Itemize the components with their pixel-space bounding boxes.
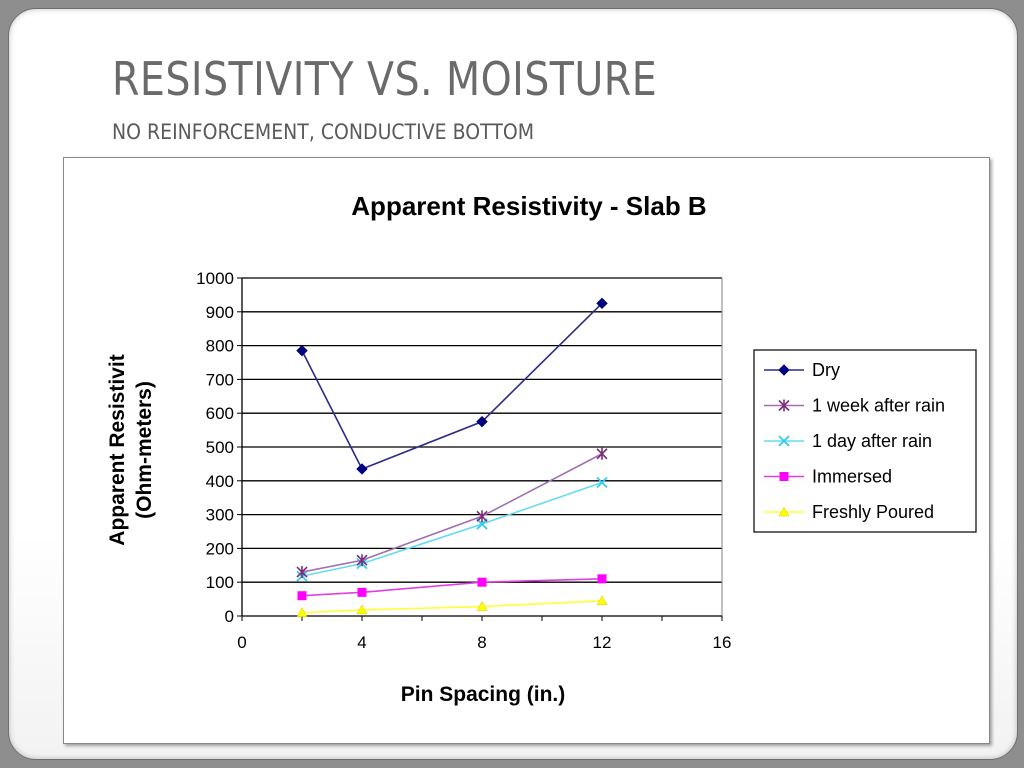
x-tick-label-16: 16 xyxy=(713,633,732,652)
x-axis-label: Pin Spacing (in.) xyxy=(401,683,566,706)
point-4-2 xyxy=(476,601,488,611)
series-line-1 xyxy=(301,453,603,573)
point-4-1 xyxy=(356,604,368,615)
chart-axes xyxy=(237,277,723,621)
x-tick-labels: 0 4 8 12 16 xyxy=(237,633,731,652)
y-tick-label-500: 500 xyxy=(206,438,234,457)
x-tick-label-0: 0 xyxy=(237,633,246,652)
point-0-1 xyxy=(356,463,368,475)
y-tick-labels: 0 100 200 300 400 500 600 700 800 900 1000 xyxy=(196,269,234,626)
y-tick-label-1000: 1000 xyxy=(196,269,234,288)
legend-marker-3 xyxy=(779,472,789,481)
y-tick-label-100: 100 xyxy=(206,573,234,592)
y-tick-label-600: 600 xyxy=(206,404,234,423)
series-1 xyxy=(296,447,608,579)
chart-title: Apparent Resistivity - Slab B xyxy=(351,191,706,221)
point-2-3 xyxy=(596,476,608,489)
series-2 xyxy=(296,476,608,582)
point-0-0 xyxy=(296,344,308,357)
series-0 xyxy=(296,297,608,475)
point-3-0 xyxy=(297,591,307,601)
legend-marker-4 xyxy=(778,506,790,517)
y-axis-label-group: Apparent Resistivit (Ohm-meters) xyxy=(106,354,156,545)
slide-title: RESISTIVITY VS. MOISTURE xyxy=(112,52,658,106)
y-axis-label-line1: Apparent Resistivit xyxy=(106,354,129,545)
x-tick-label-8: 8 xyxy=(477,633,486,652)
point-1-0 xyxy=(296,566,308,579)
chart-legend: Dry 1 week after rain 1 day after rain Imme… xyxy=(753,349,977,533)
y-tick-label-200: 200 xyxy=(206,539,234,558)
y-tick-label-700: 700 xyxy=(206,370,234,389)
legend-label-3: Immersed xyxy=(812,467,892,487)
point-0-3 xyxy=(596,297,608,310)
legend-label-1: 1 week after rain xyxy=(812,396,945,416)
y-tick-label-400: 400 xyxy=(206,472,234,491)
point-3-1 xyxy=(357,587,367,597)
legend-marker-2 xyxy=(778,435,790,447)
point-4-0 xyxy=(296,607,308,617)
legend-label-2: 1 day after rain xyxy=(812,431,932,451)
point-1-1 xyxy=(356,554,368,567)
slide-subtitle: NO REINFORCEMENT, CONDUCTIVE BOTTOM xyxy=(112,120,535,144)
chart-grid xyxy=(242,277,723,616)
series-line-4 xyxy=(301,599,603,614)
series-4 xyxy=(296,595,608,617)
chart-series xyxy=(296,297,608,617)
x-tick-label-4: 4 xyxy=(357,633,366,652)
point-0-2 xyxy=(476,415,488,428)
y-tick-label-0: 0 xyxy=(225,607,234,626)
legend-label-4: Freshly Poured xyxy=(812,502,934,522)
point-3-2 xyxy=(477,577,487,587)
series-line-0 xyxy=(301,302,603,470)
legend-marker-0 xyxy=(778,364,790,376)
y-axis-label-line2: (Ohm-meters) xyxy=(133,381,156,519)
y-tick-label-300: 300 xyxy=(206,506,234,525)
chart-frame: Apparent Resistivity - Slab B 0 100 200 300… xyxy=(63,157,990,744)
point-3-3 xyxy=(597,574,607,584)
series-3 xyxy=(297,574,607,601)
point-4-3 xyxy=(596,595,608,606)
series-line-2 xyxy=(301,481,603,577)
series-line-3 xyxy=(301,578,603,597)
legend-label-0: Dry xyxy=(812,360,840,380)
point-1-3 xyxy=(596,447,608,460)
resistivity-chart: Apparent Resistivity - Slab B 0 100 200 300… xyxy=(106,191,977,706)
point-1-2 xyxy=(476,510,488,523)
y-tick-label-900: 900 xyxy=(206,303,234,322)
legend-marker-1 xyxy=(778,399,790,412)
x-tick-label-12: 12 xyxy=(593,633,612,652)
y-tick-label-800: 800 xyxy=(206,337,234,356)
